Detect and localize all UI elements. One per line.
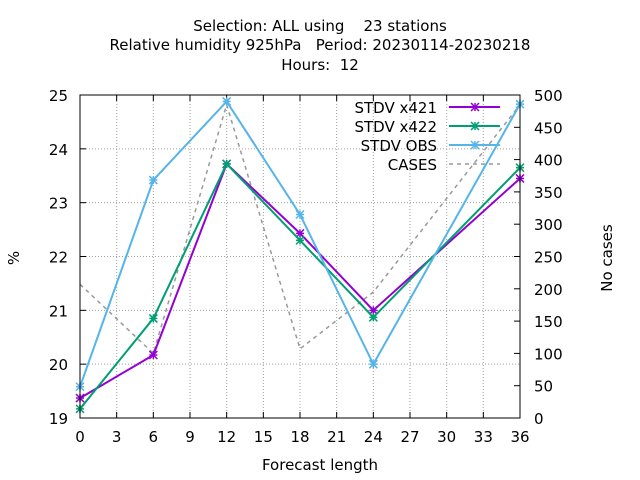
x-tick-label: 33 [474, 428, 493, 446]
x-tick-label: 15 [254, 428, 273, 446]
x-tick-label: 27 [400, 428, 419, 446]
y-tick-label: 19 [49, 410, 68, 428]
x-tick-label: 12 [217, 428, 236, 446]
legend-label-stdv-x421: STDV x421 [354, 99, 437, 117]
x-tick-label: 18 [290, 428, 309, 446]
chart-subtitle: Relative humidity 925hPa Period: 2023011… [109, 36, 531, 54]
y2-tick-label: 250 [534, 249, 563, 267]
y2-axis-label: No cases [598, 224, 616, 292]
x-tick-label: 3 [112, 428, 122, 446]
series-line-stdv-x421 [79, 162, 521, 399]
x-axis-label: Forecast length [261, 456, 379, 474]
series-line-stdv-x422 [79, 162, 521, 410]
series-line-stdv-obs [79, 99, 521, 388]
y2-tick-label: 350 [534, 184, 563, 202]
series-stdv-x421 [75, 159, 525, 403]
series-stdv-x422 [75, 159, 525, 414]
y-tick-label: 25 [49, 87, 68, 105]
y2-tick-label: 200 [534, 281, 563, 299]
y2-tick-label: 450 [534, 119, 563, 137]
y-tick-label: 21 [49, 302, 68, 320]
series-line-cases [79, 102, 521, 355]
legend-label-stdv-obs: STDV OBS [361, 137, 437, 155]
x-tick-label: 21 [327, 428, 346, 446]
x-tick-label: 9 [185, 428, 195, 446]
ticks: 0 3 6 9 12 15 18 21 24 27 30 33 36192021222324250501… [49, 87, 563, 446]
y-tick-label: 24 [49, 141, 68, 159]
grid [80, 95, 520, 418]
y-tick-label: 20 [49, 356, 68, 374]
y2-tick-label: 0 [534, 410, 544, 428]
x-tick-label: 24 [364, 428, 383, 446]
x-tick-label: 6 [149, 428, 159, 446]
y-axis-label: % [5, 250, 23, 266]
series-cases [79, 102, 521, 355]
x-tick-label: 36 [510, 428, 529, 446]
y2-tick-label: 400 [534, 152, 563, 170]
legend-label-stdv-x422: STDV x422 [354, 118, 437, 136]
y2-tick-label: 50 [534, 378, 553, 396]
y-tick-label: 23 [49, 195, 68, 213]
y2-tick-label: 150 [534, 313, 563, 331]
plot-frame [79, 94, 521, 419]
y-tick-label: 22 [49, 249, 68, 267]
chart-title: Selection: ALL using 23 stations [193, 17, 447, 35]
x-tick-label: 30 [437, 428, 456, 446]
y2-tick-label: 100 [534, 345, 563, 363]
chart-hours: Hours: 12 [281, 56, 359, 74]
y2-tick-label: 500 [534, 87, 563, 105]
x-tick-label: 0 [75, 428, 85, 446]
y2-tick-label: 300 [534, 216, 563, 234]
legend-label-cases: CASES [388, 156, 437, 174]
